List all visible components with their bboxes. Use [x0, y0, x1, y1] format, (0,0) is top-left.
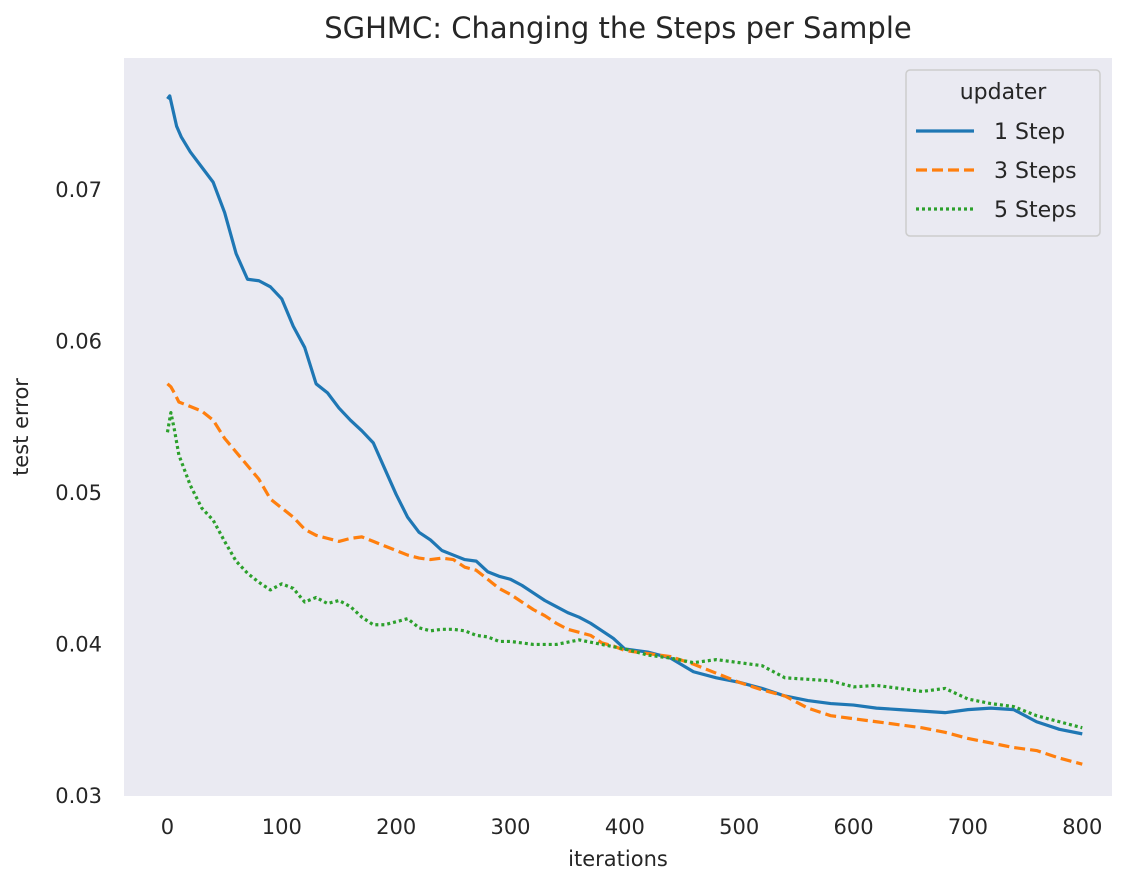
legend-label: 1 Step — [994, 120, 1065, 145]
x-tick-label: 700 — [948, 815, 988, 839]
legend-title: updater — [960, 80, 1048, 105]
series-line — [166, 382, 1083, 766]
x-tick-label: 0 — [161, 815, 174, 839]
legend-label: 5 Steps — [994, 198, 1077, 223]
y-tick-label: 0.07 — [55, 178, 102, 202]
x-tick-label: 800 — [1062, 815, 1102, 839]
x-tick-label: 600 — [834, 815, 874, 839]
y-axis: 0.03 0.04 0.05 0.06 0.07 — [55, 178, 102, 808]
y-tick-label: 0.06 — [55, 329, 102, 353]
x-tick-label: 400 — [605, 815, 645, 839]
x-tick-label: 200 — [376, 815, 416, 839]
x-axis-label: iterations — [568, 847, 668, 871]
legend: updater 1 Step 3 Steps 5 Steps — [905, 69, 1101, 237]
x-tick-label: 100 — [262, 815, 302, 839]
chart-title: SGHMC: Changing the Steps per Sample — [324, 11, 912, 45]
x-tick-label: 500 — [719, 815, 759, 839]
y-axis-label: test error — [9, 378, 33, 476]
legend-entries: 1 Step 3 Steps 5 Steps — [916, 120, 1077, 223]
series-lines — [165, 94, 1083, 766]
legend-box — [905, 69, 1101, 237]
y-tick-label: 0.04 — [55, 632, 102, 656]
y-tick-label: 0.05 — [55, 481, 102, 505]
y-tick-label: 0.03 — [55, 784, 102, 808]
legend-label: 3 Steps — [994, 159, 1077, 184]
series-line — [166, 94, 1083, 736]
x-tick-label: 300 — [490, 815, 530, 839]
x-axis: 0 100 200 300 400 500 600 700 800 — [161, 815, 1103, 839]
